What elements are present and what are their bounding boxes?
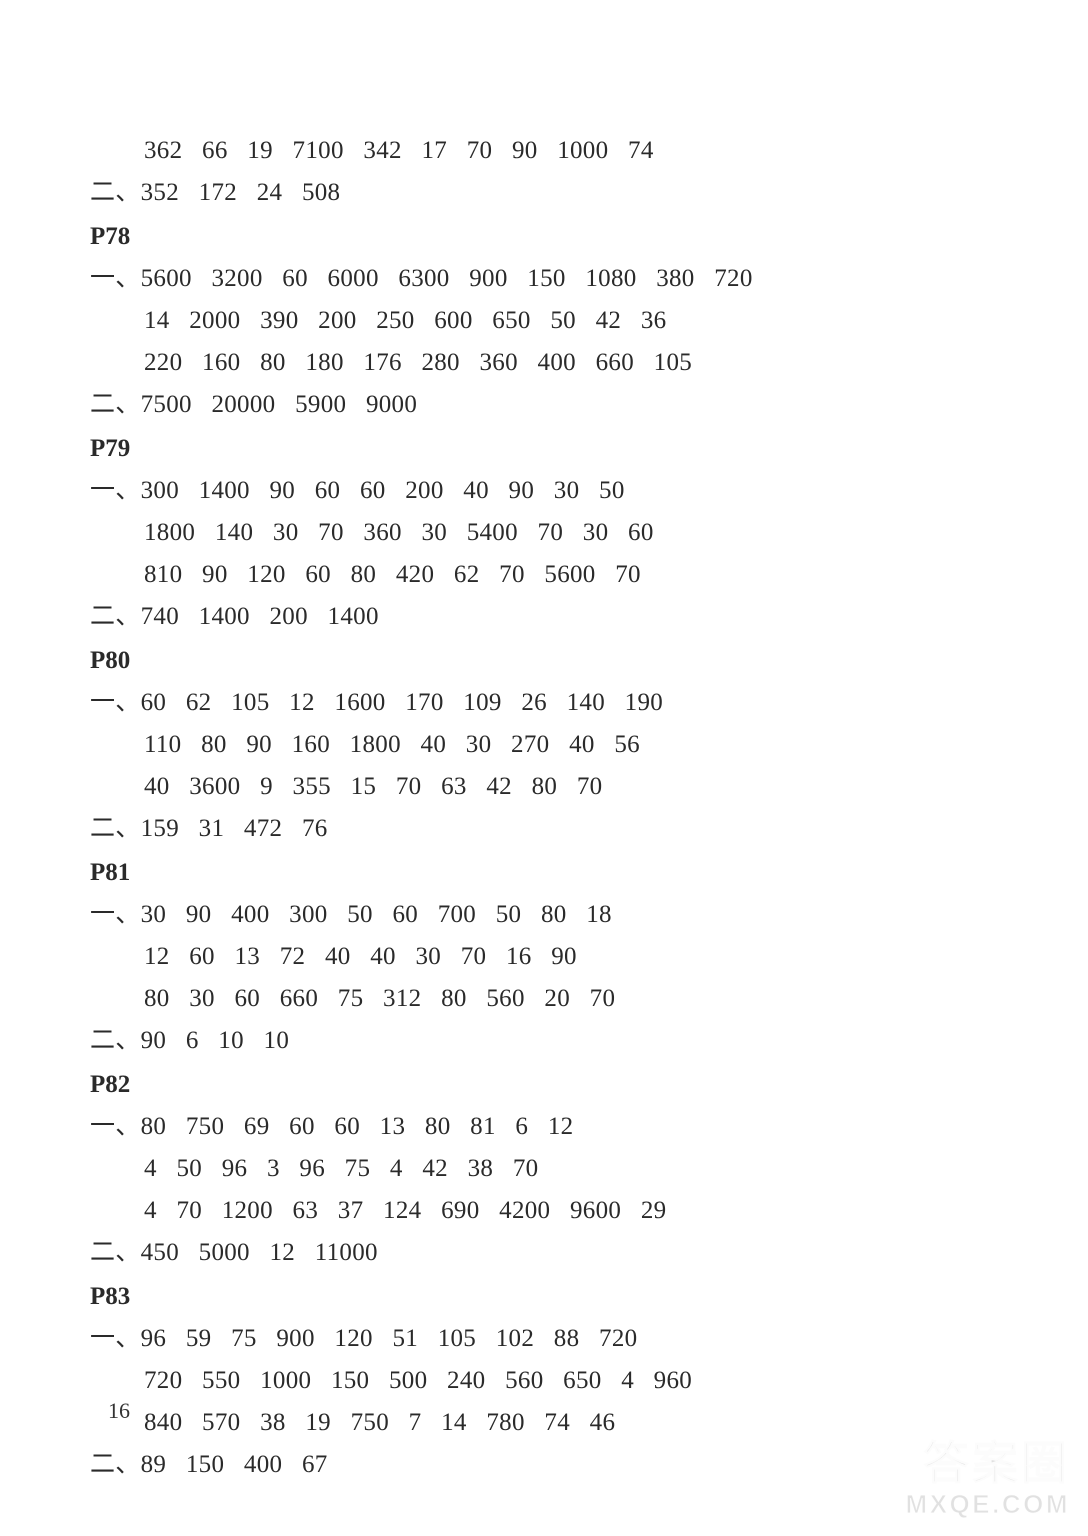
answer-line: 一、96 59 75 900 120 51 105 102 88 720 — [90, 1318, 998, 1360]
answer-line: 840 570 38 19 750 7 14 780 74 46 — [90, 1402, 998, 1444]
answer-line: 二、159 31 472 76 — [90, 808, 998, 850]
section-heading: P78 — [90, 216, 998, 258]
section-heading: P80 — [90, 640, 998, 682]
watermark-line2: MXQE.COM — [906, 1489, 1070, 1520]
answer-line: 一、60 62 105 12 1600 170 109 26 140 190 — [90, 682, 998, 724]
answer-line: 一、80 750 69 60 60 13 80 81 6 12 — [90, 1106, 998, 1148]
section-heading: P79 — [90, 428, 998, 470]
answer-line: 362 66 19 7100 342 17 70 90 1000 74 — [90, 130, 998, 172]
answer-line: 1800 140 30 70 360 30 5400 70 30 60 — [90, 512, 998, 554]
section-heading: P81 — [90, 852, 998, 894]
answer-line: 二、89 150 400 67 — [90, 1444, 998, 1486]
answer-line: 12 60 13 72 40 40 30 70 16 90 — [90, 936, 998, 978]
answer-line: 720 550 1000 150 500 240 560 650 4 960 — [90, 1360, 998, 1402]
answer-line: 110 80 90 160 1800 40 30 270 40 56 — [90, 724, 998, 766]
answer-line: 二、90 6 10 10 — [90, 1020, 998, 1062]
answer-line: 14 2000 390 200 250 600 650 50 42 36 — [90, 300, 998, 342]
answer-line: 一、30 90 400 300 50 60 700 50 80 18 — [90, 894, 998, 936]
answer-line: 810 90 120 60 80 420 62 70 5600 70 — [90, 554, 998, 596]
answer-line: 80 30 60 660 75 312 80 560 20 70 — [90, 978, 998, 1020]
answer-line: 一、5600 3200 60 6000 6300 900 150 1080 38… — [90, 258, 998, 300]
answer-line: 40 3600 9 355 15 70 63 42 80 70 — [90, 766, 998, 808]
content-area: 362 66 19 7100 342 17 70 90 1000 74二、352… — [90, 130, 998, 1486]
page-number: 16 — [108, 1398, 130, 1424]
answer-line: 220 160 80 180 176 280 360 400 660 105 — [90, 342, 998, 384]
section-heading: P83 — [90, 1276, 998, 1318]
answer-line: 二、740 1400 200 1400 — [90, 596, 998, 638]
answer-line: 4 70 1200 63 37 124 690 4200 9600 29 — [90, 1190, 998, 1232]
answer-line: 一、300 1400 90 60 60 200 40 90 30 50 — [90, 470, 998, 512]
answer-page: 362 66 19 7100 342 17 70 90 1000 74二、352… — [0, 0, 1088, 1536]
section-heading: P82 — [90, 1064, 998, 1106]
answer-line: 二、352 172 24 508 — [90, 172, 998, 214]
answer-line: 二、7500 20000 5900 9000 — [90, 384, 998, 426]
answer-line: 二、450 5000 12 11000 — [90, 1232, 998, 1274]
answer-line: 4 50 96 3 96 75 4 42 38 70 — [90, 1148, 998, 1190]
